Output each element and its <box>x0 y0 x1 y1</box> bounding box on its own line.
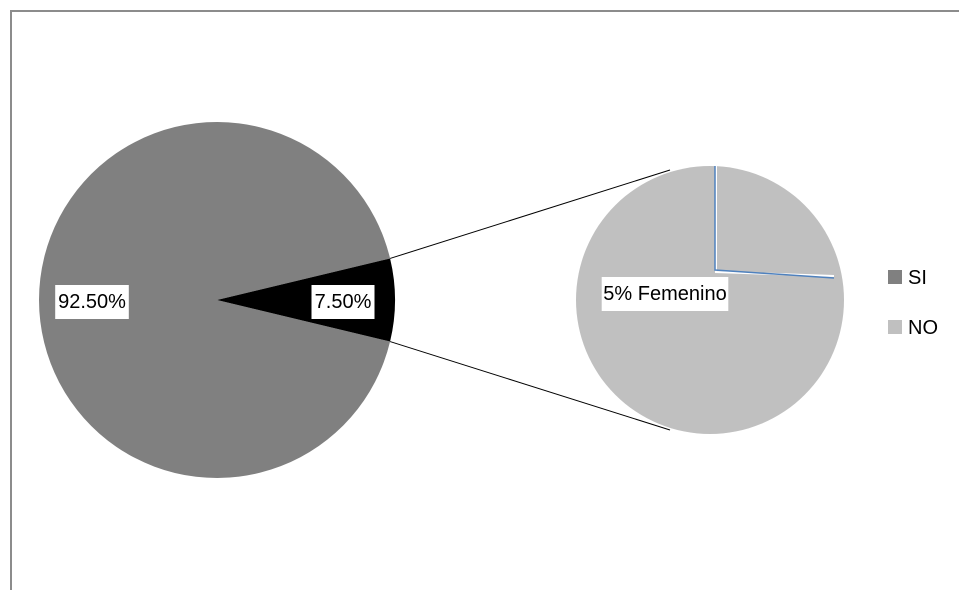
legend: SI NO <box>888 267 938 339</box>
connector-lines <box>389 169 671 431</box>
connector-bottom <box>389 341 671 431</box>
secondary-split-line <box>714 166 835 279</box>
connector-top <box>389 169 671 259</box>
slice-si <box>39 122 391 479</box>
label-no: 7.50% <box>311 285 375 319</box>
chart-frame <box>10 10 959 590</box>
data-labels: 92.50% 7.50% 5% Femenino <box>55 277 729 319</box>
legend-swatch-si <box>888 270 902 284</box>
legend-label-si: SI <box>908 267 927 289</box>
slice-no <box>217 258 395 342</box>
svg-text:7.50%: 7.50% <box>315 291 372 313</box>
label-si: 92.50% <box>55 285 129 319</box>
main-pie <box>39 122 395 479</box>
legend-swatch-no <box>888 320 902 334</box>
legend-label-no: NO <box>908 317 938 339</box>
svg-text:92.50%: 92.50% <box>58 291 126 313</box>
svg-text:5% Femenino: 5% Femenino <box>603 283 726 305</box>
label-secondary-no: 5% Femenino <box>601 277 729 311</box>
